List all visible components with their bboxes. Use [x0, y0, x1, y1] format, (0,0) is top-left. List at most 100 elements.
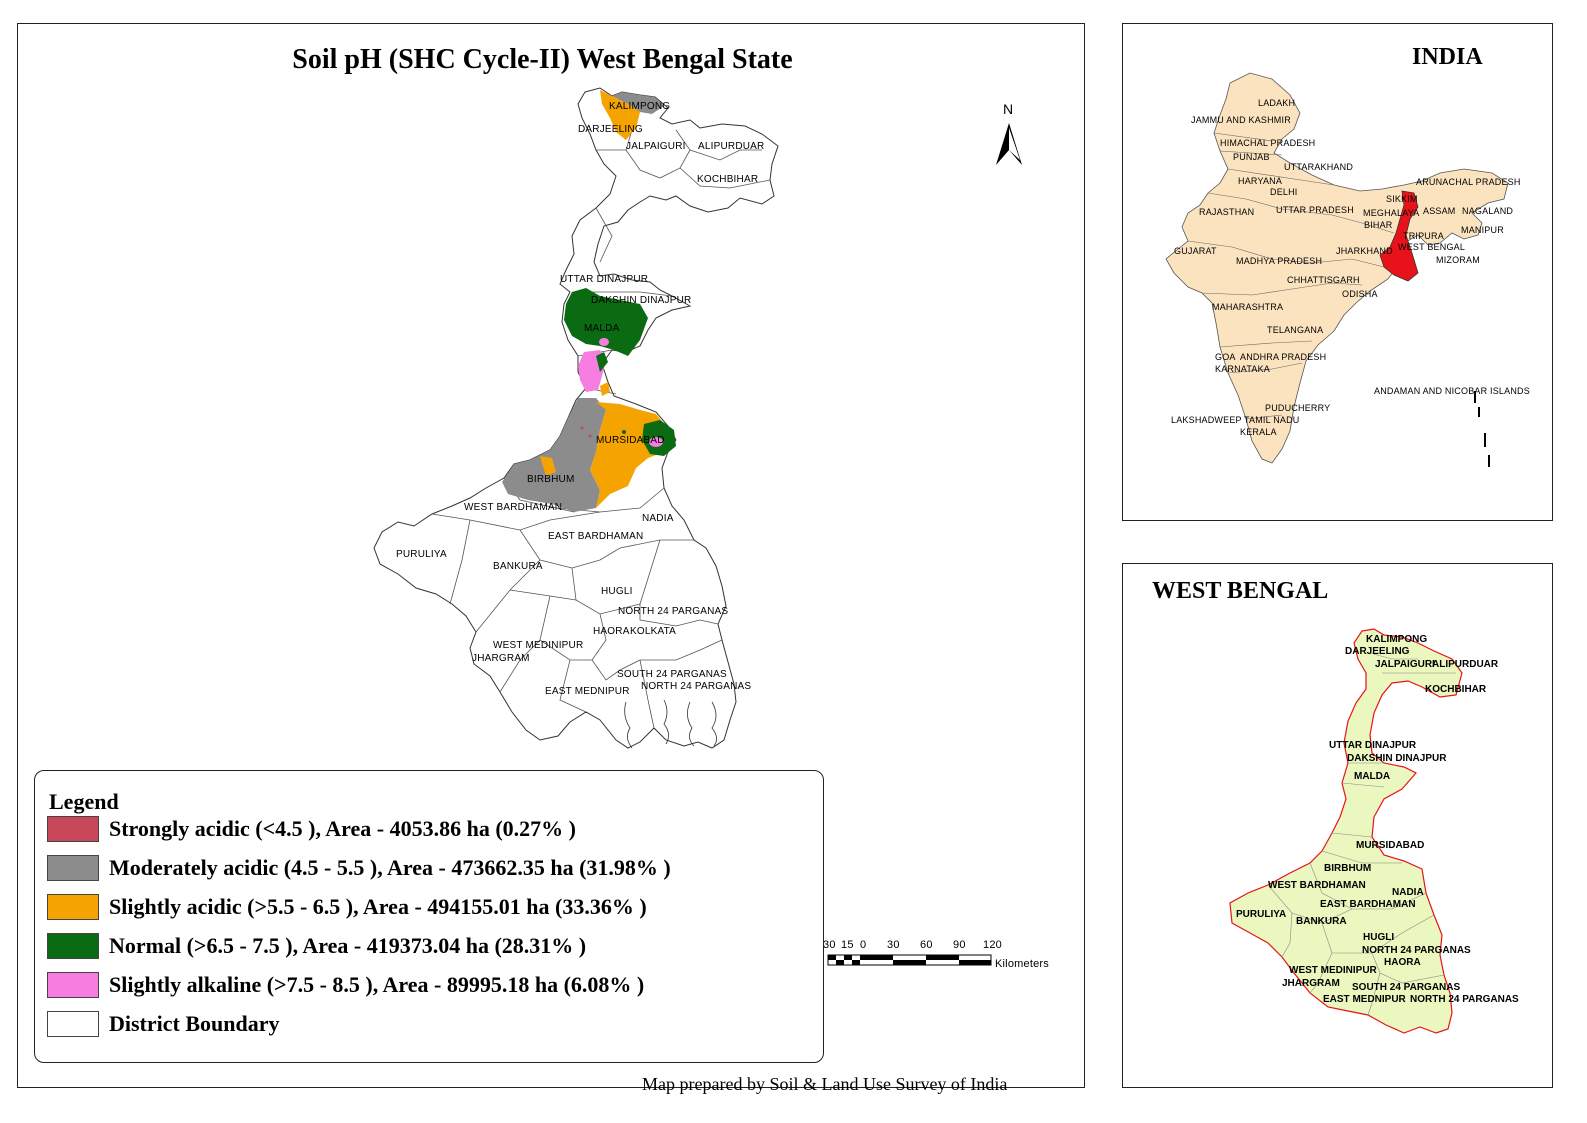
- legend-label: Slightly alkaline (>7.5 - 8.5 ), Area - …: [109, 972, 645, 997]
- state-label: JAMMU AND KASHMIR: [1191, 115, 1291, 125]
- district-label: PURULIYA: [396, 549, 447, 560]
- state-label: MIZORAM: [1436, 255, 1480, 265]
- legend-label: Slightly acidic (>5.5 - 6.5 ), Area - 49…: [109, 894, 647, 919]
- wb-district-label: ALIPURDUAR: [1432, 659, 1499, 670]
- scale-unit: Kilometers: [995, 958, 1049, 970]
- state-label: TAMIL NADU: [1244, 415, 1300, 425]
- district-label: SOUTH 24 PARGANAS: [617, 669, 727, 680]
- state-label: GUJARAT: [1174, 246, 1217, 256]
- wb-district-label: HUGLI: [1363, 932, 1395, 943]
- wb-district-label: NORTH 24 PARGANAS: [1362, 945, 1471, 956]
- wb-district-label: WEST BARDHAMAN: [1268, 880, 1366, 891]
- wb-district-label: WEST MEDINIPUR: [1289, 965, 1377, 976]
- ph-zone-normal: [564, 288, 648, 356]
- legend-title: Legend: [49, 789, 119, 814]
- west-bengal-highlight: [1379, 190, 1419, 282]
- scale-tick: 30: [887, 939, 900, 951]
- wb-district-label: HAORA: [1384, 957, 1421, 968]
- wb-district-label: DAKSHIN DINAJPUR: [1347, 753, 1447, 764]
- scale-tick: 30: [823, 939, 836, 951]
- wb-district-label: BANKURA: [1296, 916, 1347, 927]
- legend-box: Legend Strongly acidic (<4.5 ), Area - 4…: [34, 770, 824, 1063]
- state-label: BIHAR: [1364, 220, 1393, 230]
- state-label: ANDHRA PRADESH: [1240, 352, 1327, 362]
- district-label: ALIPURDUAR: [698, 141, 765, 152]
- ph-zone-slightly-alkaline: [599, 338, 609, 346]
- wb-district-label: UTTAR DINAJPUR: [1329, 740, 1417, 751]
- district-label: BIRBHUM: [527, 474, 575, 485]
- district-label: MURSIDABAD: [596, 435, 665, 446]
- north-label: N: [1003, 101, 1014, 117]
- legend-swatch: [47, 1011, 99, 1037]
- legend-item: District Boundary: [47, 1010, 280, 1038]
- state-label: MADHYA PRADESH: [1236, 256, 1323, 266]
- state-label: PUDUCHERRY: [1265, 403, 1331, 413]
- district-label: NORTH 24 PARGANAS: [641, 681, 752, 692]
- legend-swatch: [47, 816, 99, 842]
- district-label: BANKURA: [493, 561, 543, 572]
- district-label: NADIA: [642, 513, 674, 524]
- wb-district-label: DARJEELING: [1345, 646, 1410, 657]
- legend-item: Moderately acidic (4.5 - 5.5 ), Area - 4…: [47, 854, 671, 882]
- district-label: DAKSHIN DINAJPUR: [591, 295, 692, 306]
- scale-tick: 120: [983, 939, 1002, 951]
- state-label: CHHATTISGARH: [1287, 275, 1360, 285]
- district-label: DARJEELING: [578, 124, 643, 135]
- state-label: ODISHA: [1342, 289, 1378, 299]
- state-label: ASSAM: [1423, 206, 1456, 216]
- wb-district-label: PURULIYA: [1236, 909, 1287, 920]
- wb-district-label: NORTH 24 PARGANAS: [1410, 994, 1519, 1005]
- legend-label: Moderately acidic (4.5 - 5.5 ), Area - 4…: [109, 855, 671, 880]
- scale-tick: 0: [860, 939, 867, 951]
- legend-swatch: [47, 933, 99, 959]
- state-label: HIMACHAL PRADESH: [1220, 138, 1316, 148]
- legend-label: District Boundary: [109, 1011, 280, 1036]
- district-label: EAST BARDHAMAN: [548, 531, 644, 542]
- district-label: EAST MEDNIPUR: [545, 686, 630, 697]
- wb-district-label: KOCHBIHAR: [1425, 684, 1487, 695]
- state-label: MEGHALAYA: [1363, 208, 1420, 218]
- district-label: JHARGRAM: [472, 653, 530, 664]
- india-map: [1165, 72, 1509, 467]
- state-label: KARNATAKA: [1215, 364, 1270, 374]
- state-label: KERALA: [1240, 427, 1277, 437]
- district-label: HAORA: [593, 626, 630, 637]
- state-label: JHARKHAND: [1336, 246, 1393, 256]
- state-label: TRIPURA: [1403, 231, 1444, 241]
- wb-district-label: EAST MEDNIPUR: [1323, 994, 1406, 1005]
- legend-item: Normal (>6.5 - 7.5 ), Area - 419373.04 h…: [47, 932, 586, 960]
- west-bengal-main-map: [373, 87, 1022, 749]
- wb-district-label: MURSIDABAD: [1356, 840, 1425, 851]
- wb-district-label: EAST BARDHAMAN: [1320, 899, 1416, 910]
- legend-swatch: [47, 894, 99, 920]
- map-credit: Map prepared by Soil & Land Use Survey o…: [642, 1074, 1008, 1094]
- state-label: NAGALAND: [1462, 206, 1514, 216]
- ph-zone-slightly-acidic: [600, 90, 640, 140]
- district-label: WEST BARDHAMAN: [464, 502, 563, 513]
- district-label: KOCHBIHAR: [697, 174, 759, 185]
- legend-item: Strongly acidic (<4.5 ), Area - 4053.86 …: [47, 815, 576, 843]
- scale-bar: [827, 954, 992, 966]
- wb-district-label: KALIMPONG: [1366, 634, 1428, 645]
- state-label: HARYANA: [1238, 176, 1283, 186]
- state-label: MAHARASHTRA: [1212, 302, 1284, 312]
- india-inset-title: INDIA: [1412, 44, 1483, 70]
- legend-item: Slightly alkaline (>7.5 - 8.5 ), Area - …: [47, 971, 644, 999]
- wb-district-label: NADIA: [1392, 887, 1424, 898]
- state-label: ANDAMAN AND NICOBAR ISLANDS: [1374, 386, 1530, 396]
- state-label: TELANGANA: [1267, 325, 1324, 335]
- state-label: DELHI: [1270, 187, 1298, 197]
- ph-zone-moderately-acidic: [612, 92, 664, 114]
- state-label: LAKSHADWEEP: [1171, 415, 1242, 425]
- state-label: UTTARAKHAND: [1284, 162, 1354, 172]
- ph-zone-moderately-acidic: [502, 398, 606, 512]
- legend-item: Slightly acidic (>5.5 - 6.5 ), Area - 49…: [47, 893, 647, 921]
- wb-district-label: JHARGRAM: [1282, 978, 1340, 989]
- wb-district-label: JALPAIGURI: [1375, 659, 1435, 670]
- west-bengal-inset-map: [1229, 628, 1463, 1034]
- map-title: Soil pH (SHC Cycle-II) West Bengal State: [292, 44, 793, 75]
- district-label: UTTAR DINAJPUR: [560, 274, 649, 285]
- district-label: JALPAIGURI: [626, 141, 686, 152]
- district-label: WEST MEDINIPUR: [493, 640, 584, 651]
- india-land: [1165, 72, 1509, 464]
